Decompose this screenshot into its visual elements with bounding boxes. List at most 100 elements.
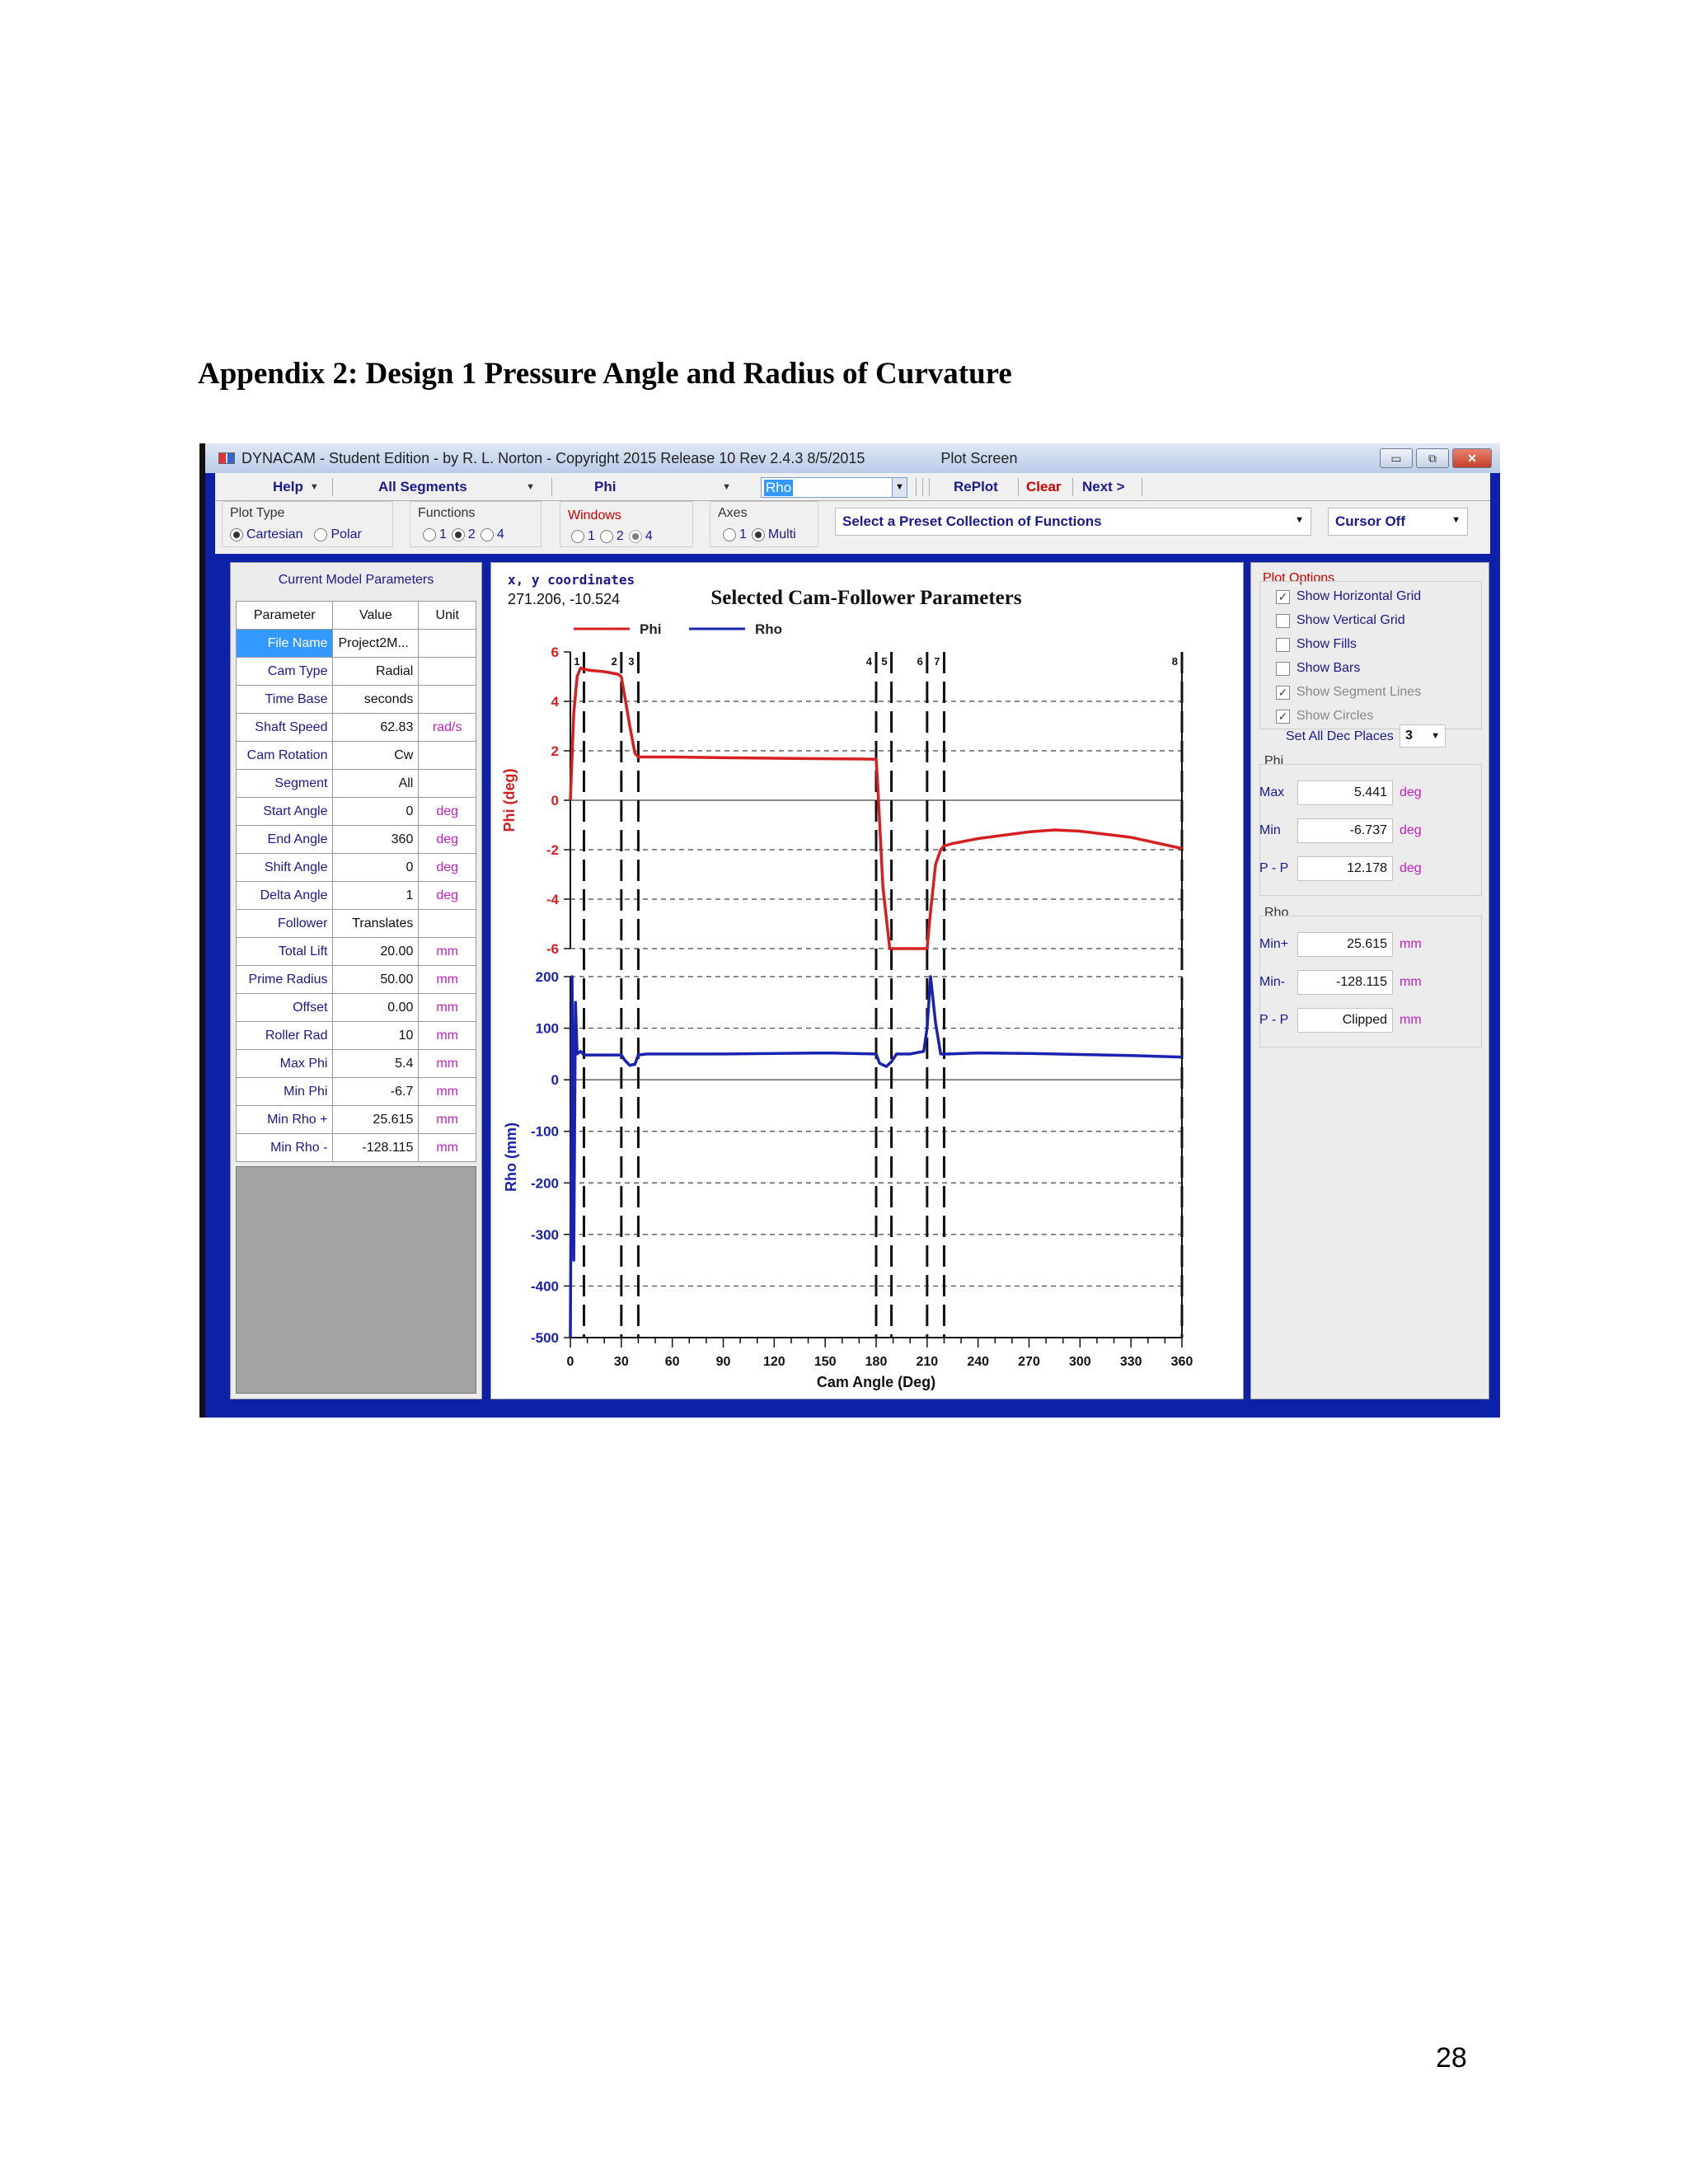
y-tick-label: 6	[551, 644, 559, 660]
dec-places-dropdown[interactable]: 3 ▼	[1400, 724, 1446, 748]
maximize-button[interactable]: ⧉	[1416, 448, 1449, 468]
table-row[interactable]: Delta Angle 1 deg	[235, 881, 476, 910]
rho-readout-value[interactable]: 25.615	[1297, 932, 1393, 957]
close-button[interactable]: ✕	[1452, 448, 1492, 468]
functions-label: Functions	[418, 506, 476, 520]
parameter-value-cell[interactable]: 25.615	[332, 1105, 420, 1134]
clear-button[interactable]: Clear	[1026, 479, 1062, 494]
windows-2-radio[interactable]: 2	[599, 529, 624, 544]
table-row[interactable]: Start Angle 0 deg	[235, 797, 476, 826]
table-row[interactable]: Follower Translates	[235, 909, 476, 938]
cartesian-radio[interactable]: Cartesian	[230, 527, 302, 542]
table-row[interactable]: Shaft Speed 62.83 rad/s	[235, 713, 476, 742]
parameter-value-cell[interactable]: seconds	[332, 685, 420, 714]
replot-button[interactable]: RePlot	[954, 479, 998, 494]
help-menu-label: Help	[273, 479, 303, 494]
y-tick-label: 2	[551, 743, 559, 759]
windows-1-radio[interactable]: 1	[571, 529, 595, 544]
function1-label: Phi	[594, 479, 617, 494]
table-row[interactable]: File Name Project2M...	[235, 629, 476, 658]
functions-2-radio[interactable]: 2	[451, 527, 476, 542]
checkbox-show-vertical-grid[interactable]: Show Vertical Grid	[1276, 613, 1405, 628]
phi-readout-value[interactable]: 5.441	[1297, 780, 1393, 805]
table-row[interactable]: Roller Rad 10 mm	[235, 1021, 476, 1050]
parameter-value-cell[interactable]: 0	[332, 853, 420, 882]
parameter-value-cell[interactable]: 0	[332, 797, 420, 826]
y-tick-label: -2	[546, 842, 559, 858]
axes-1-radio[interactable]: 1	[723, 527, 747, 542]
rho-readout-value[interactable]: -128.115	[1297, 970, 1393, 995]
table-row[interactable]: Segment All	[235, 769, 476, 798]
rho-readout-value[interactable]: Clipped	[1297, 1008, 1393, 1033]
table-row[interactable]: End Angle 360 deg	[235, 825, 476, 854]
x-tick-label: 330	[1120, 1355, 1142, 1369]
chevron-down-icon: ▼	[1431, 731, 1440, 741]
phi-readout-value[interactable]: 12.178	[1297, 856, 1393, 881]
dec-places-label: Set All Dec Places	[1286, 729, 1394, 743]
windows-4-radio[interactable]: 4	[628, 529, 653, 544]
rho-readout-label: Min+	[1259, 937, 1289, 951]
parameter-value-cell[interactable]: -6.7	[332, 1077, 420, 1106]
table-row[interactable]: Total Lift 20.00 mm	[235, 937, 476, 966]
parameter-value-cell[interactable]: All	[332, 769, 420, 798]
next-button[interactable]: Next >	[1082, 479, 1125, 494]
table-row[interactable]: Min Phi -6.7 mm	[235, 1077, 476, 1106]
plot-panel[interactable]: x, y coordinates 271.206, -10.524 Selected…	[490, 562, 1244, 1399]
parameter-value-cell[interactable]: 10	[332, 1021, 420, 1050]
x-tick-label: 60	[665, 1355, 680, 1369]
table-row[interactable]: Prime Radius 50.00 mm	[235, 965, 476, 994]
phi-readout-value[interactable]: -6.737	[1297, 818, 1393, 843]
segment-label: 8	[1172, 655, 1178, 668]
polar-radio[interactable]: Polar	[314, 527, 362, 542]
cam-follower-chart[interactable]: x, y coordinates 271.206, -10.524 Selected…	[491, 563, 1245, 1400]
parameter-value-cell[interactable]: Cw	[332, 741, 420, 770]
parameter-value-cell[interactable]: 50.00	[332, 965, 420, 994]
phi-readout-label: P - P	[1259, 861, 1289, 875]
parameter-value-cell[interactable]: 0.00	[332, 993, 420, 1022]
parameter-value-cell[interactable]: -128.115	[332, 1133, 420, 1162]
parameter-value-cell[interactable]: 1	[332, 881, 420, 910]
parameter-value-cell[interactable]: Project2M...	[332, 629, 420, 658]
preset-dropdown[interactable]: Select a Preset Collection of Functions ▼	[835, 508, 1311, 536]
functions-2-label: 2	[467, 527, 476, 541]
functions-4-radio[interactable]: 4	[480, 527, 504, 542]
segment-label: 1	[574, 655, 579, 668]
table-row[interactable]: Min Rho +25.615 mm	[235, 1105, 476, 1134]
parameter-name-cell: Offset	[235, 993, 334, 1022]
function2-dropdown[interactable]: Rho ▼	[761, 477, 907, 498]
segments-dropdown[interactable]: All Segments ▼	[378, 473, 535, 501]
parameter-value-cell[interactable]: 5.4	[332, 1049, 420, 1078]
table-row[interactable]: Cam Rotation Cw	[235, 741, 476, 770]
checkbox-show-bars[interactable]: Show Bars	[1276, 661, 1360, 676]
checkbox-label: Show Horizontal Grid	[1296, 589, 1422, 603]
minimize-button[interactable]: ▭	[1380, 448, 1413, 468]
table-row[interactable]: Shift Angle 0 deg	[235, 853, 476, 882]
table-row[interactable]: Cam Type Radial	[235, 657, 476, 686]
help-menu[interactable]: Help ▼	[273, 473, 319, 501]
parameter-value-cell[interactable]: 360	[332, 825, 420, 854]
plot-options-panel: Plot Options ✓ Show Horizontal Grid Show V…	[1250, 562, 1489, 1399]
parameter-unit-cell: mm	[418, 1077, 476, 1106]
x-tick-label: 150	[814, 1355, 837, 1369]
checkbox-show-horizontal-grid[interactable]: ✓ Show Horizontal Grid	[1276, 589, 1421, 604]
dynacam-window: DYNACAM - Student Edition - by R. L. Nor…	[199, 443, 1500, 1418]
parameter-value-cell[interactable]: 62.83	[332, 713, 420, 742]
parameter-value-cell[interactable]: 20.00	[332, 937, 420, 966]
table-row[interactable]: Time Base seconds	[235, 685, 476, 714]
functions-1-radio[interactable]: 1	[423, 527, 447, 542]
table-row[interactable]: Offset 0.00 mm	[235, 993, 476, 1022]
chevron-down-icon: ▼	[1451, 515, 1461, 525]
parameter-value-cell[interactable]: Translates	[332, 909, 420, 938]
checkbox-show-fills[interactable]: Show Fills	[1276, 637, 1357, 652]
parameter-unit-cell: mm	[418, 1133, 476, 1162]
function1-dropdown[interactable]: Phi ▼	[594, 473, 731, 501]
parameter-name-cell: Total Lift	[235, 937, 334, 966]
parameter-value-cell[interactable]: Radial	[332, 657, 420, 686]
y-tick-label: -100	[531, 1124, 559, 1140]
column-header: Parameter	[235, 601, 334, 630]
axes-multi-radio[interactable]: Multi	[751, 527, 796, 542]
table-row[interactable]: Min Rho - -128.115 mm	[235, 1133, 476, 1162]
parameter-unit-cell: mm	[418, 993, 476, 1022]
table-row[interactable]: Max Phi 5.4 mm	[235, 1049, 476, 1078]
cursor-dropdown[interactable]: Cursor Off ▼	[1328, 508, 1468, 536]
